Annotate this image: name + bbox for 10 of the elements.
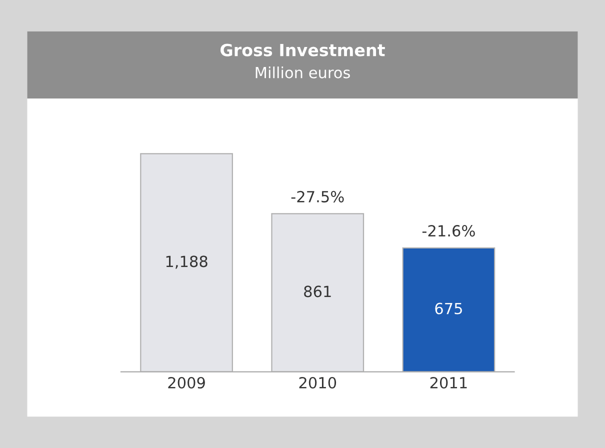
annotation: -27.5%: [291, 190, 344, 202]
x-tick-label: 2011: [430, 376, 467, 389]
annotation: -21.6%: [422, 225, 475, 237]
chart-title: Gross Investment: [220, 44, 385, 56]
x-tick-label: 2010: [299, 376, 336, 389]
data-label: 675: [435, 302, 462, 314]
x-tick-label: 2009: [168, 376, 205, 389]
data-label: 861: [304, 286, 331, 298]
chart-subtitle: Million euros: [256, 66, 350, 78]
data-label: 1,188: [166, 256, 208, 269]
